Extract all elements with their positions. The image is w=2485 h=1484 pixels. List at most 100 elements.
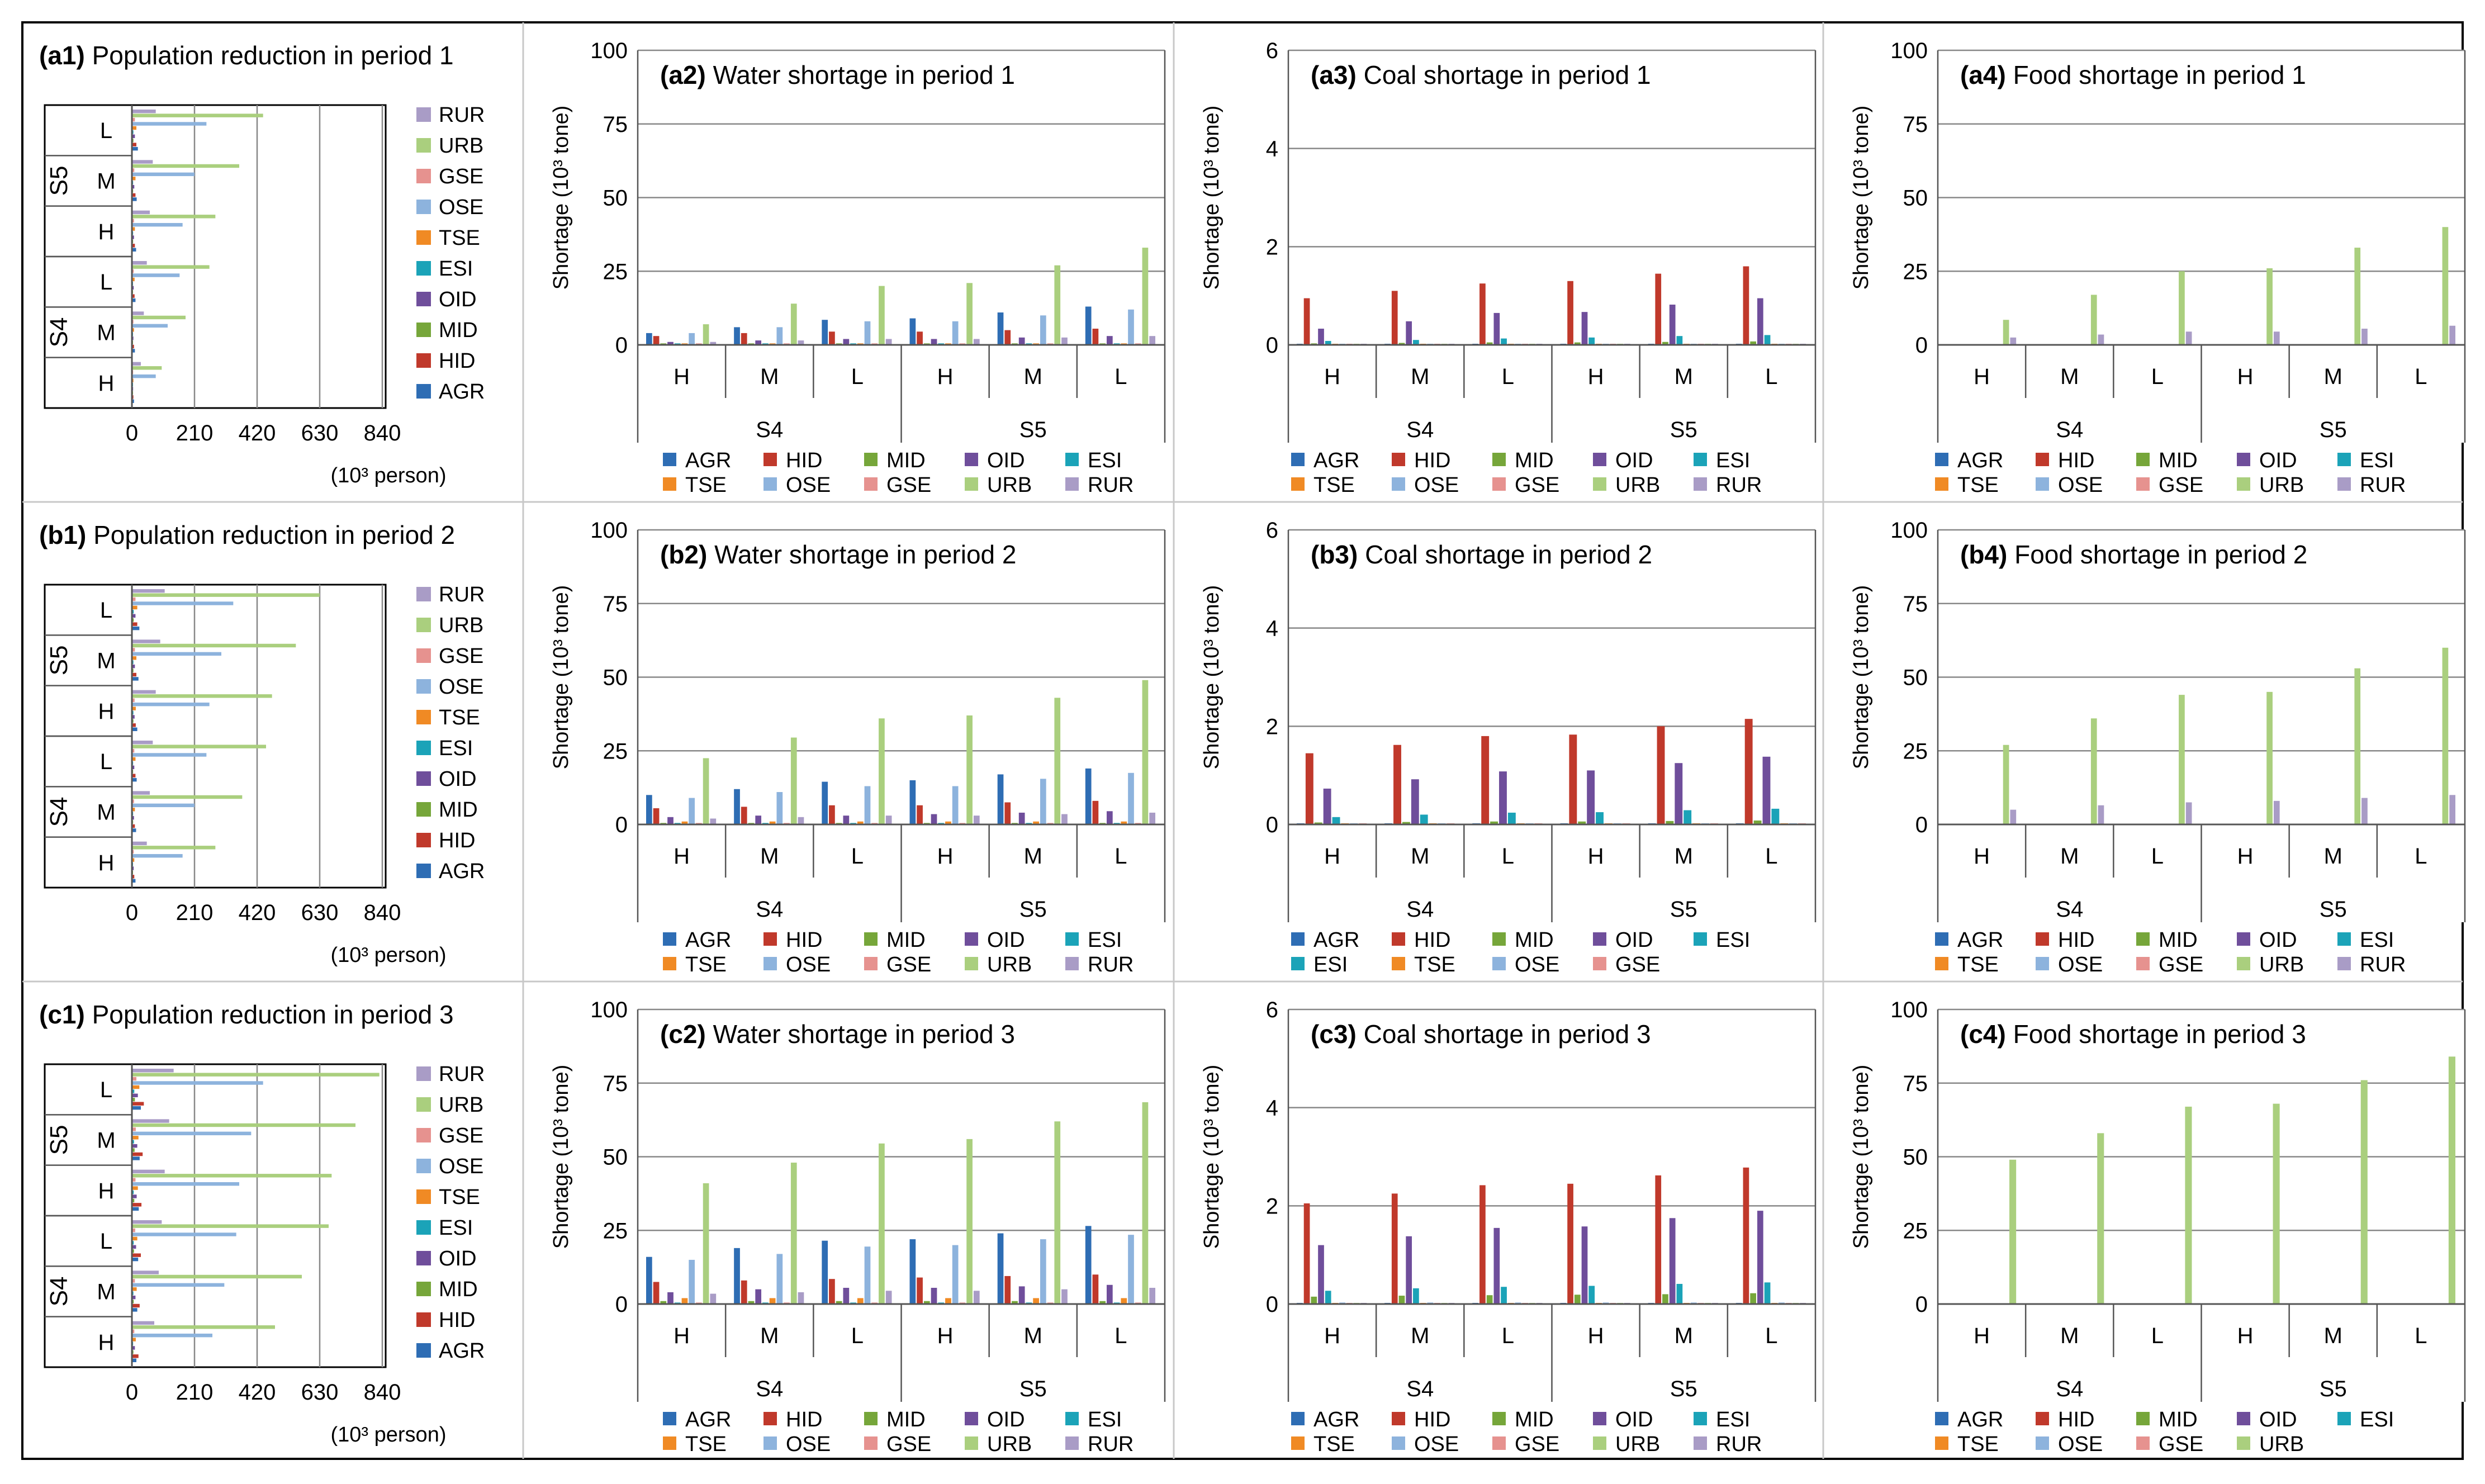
- bar-rur: [132, 690, 156, 694]
- legend-label: HID: [786, 1408, 822, 1431]
- scenario-label: S4: [1406, 1377, 1434, 1401]
- bar-oid: [132, 235, 134, 239]
- legend-label: AGR: [439, 860, 485, 883]
- legend-swatch-tse: [1935, 1436, 1948, 1450]
- level-label: L: [100, 750, 112, 774]
- y-axis-label: Shortage (10³ tone): [549, 106, 573, 290]
- bar-tse: [132, 656, 136, 660]
- bar-esi: [1325, 340, 1331, 345]
- bar-urb: [132, 1274, 302, 1279]
- panel-title-text: Coal shortage in period 3: [1357, 1020, 1651, 1049]
- level-label: H: [98, 1330, 115, 1355]
- bar-agr: [822, 1240, 828, 1304]
- panel-prefix: (b2): [660, 540, 707, 569]
- legend-swatch-agr: [416, 384, 431, 399]
- legend-swatch-oid: [965, 453, 978, 466]
- level-label: H: [98, 851, 115, 875]
- bar-hid: [132, 294, 135, 298]
- population-chart-a1: (a1) Population reduction in period 1 0 21…: [39, 41, 485, 487]
- y-tick-label: 2: [1266, 1194, 1278, 1219]
- bar-mid: [1578, 821, 1586, 824]
- bar-tse: [132, 1186, 138, 1190]
- level-label: H: [937, 844, 954, 869]
- bar-agr: [132, 1358, 136, 1362]
- y-axis-label: Shortage (10³ tone): [1849, 106, 1873, 290]
- y-tick-label: 75: [1903, 112, 1928, 137]
- legend-label: HID: [2058, 1408, 2094, 1431]
- legend-label: TSE: [1313, 473, 1355, 497]
- legend-label: URB: [1615, 1433, 1660, 1456]
- bar-rur: [132, 1069, 174, 1073]
- y-tick-label: 0: [1266, 813, 1278, 837]
- legend-label: OSE: [439, 196, 483, 219]
- level-label: L: [2151, 1324, 2164, 1348]
- bar-ose: [132, 803, 195, 808]
- bar-ose: [132, 601, 234, 605]
- bar-hid: [132, 1102, 144, 1106]
- level-label: M: [760, 1324, 779, 1348]
- bar-agr: [1085, 768, 1092, 824]
- legend-swatch-tse: [663, 477, 676, 491]
- bar-oid: [1318, 1245, 1324, 1304]
- level-label: L: [2151, 364, 2164, 389]
- bar-urb: [2179, 695, 2185, 824]
- bar-agr: [909, 780, 916, 824]
- level-label: H: [1588, 844, 1604, 869]
- scenario-label: S4: [2056, 897, 2083, 922]
- panel-title-text: Food shortage in period 1: [2006, 60, 2306, 89]
- bar-rur: [132, 1119, 169, 1123]
- x-tick-label: 630: [301, 421, 339, 445]
- chart-title: (c4) Food shortage in period 3: [1960, 1020, 2306, 1049]
- bar-tse: [132, 1085, 140, 1089]
- legend-swatch-oid: [1593, 453, 1606, 466]
- chart-title: (b2) Water shortage in period 2: [660, 540, 1016, 569]
- legend-swatch-esi: [416, 741, 431, 755]
- legend-swatch-gse: [2136, 957, 2150, 970]
- bar-rur: [973, 816, 980, 824]
- bar-rur: [132, 639, 160, 643]
- y-tick-label: 75: [603, 592, 628, 617]
- chart-title: (b4) Food shortage in period 2: [1960, 540, 2307, 569]
- scenario-label: S5: [45, 646, 73, 676]
- legend-label: AGR: [1313, 449, 1359, 472]
- bar-rur: [132, 589, 165, 593]
- scenario-label: S5: [1019, 897, 1047, 922]
- legend-swatch-gse: [864, 957, 878, 970]
- y-tick-label: 0: [1266, 1292, 1278, 1317]
- level-label: M: [97, 169, 115, 194]
- legend-swatch-ose: [763, 477, 777, 491]
- legend-swatch-tse: [663, 1436, 676, 1450]
- y-tick-label: 25: [1903, 739, 1928, 764]
- bar-hid: [1092, 329, 1099, 345]
- legend-swatch-urb: [416, 1097, 431, 1112]
- bar-esi: [1501, 338, 1507, 345]
- bar-oid: [1499, 771, 1507, 824]
- bar-urb: [703, 324, 709, 345]
- bar-oid: [132, 1245, 136, 1249]
- legend-label: HID: [786, 928, 822, 952]
- legend-swatch-ose: [1392, 1436, 1405, 1450]
- bar-esi: [1420, 814, 1428, 824]
- panel-prefix: (b1): [39, 520, 86, 549]
- level-label: H: [1588, 364, 1604, 389]
- bar-oid: [132, 1194, 137, 1198]
- bar-oid: [132, 1295, 136, 1300]
- bar-rur: [132, 1321, 154, 1325]
- legend-label: OID: [1615, 1408, 1653, 1431]
- scenario-label: S4: [2056, 418, 2083, 442]
- legend-label: OID: [2259, 449, 2297, 472]
- bar-urb: [790, 737, 797, 824]
- legend-label: AGR: [685, 449, 731, 472]
- level-label: L: [100, 118, 112, 143]
- x-tick-label: 630: [301, 1380, 339, 1405]
- legend-label: MID: [1515, 928, 1554, 952]
- bar-mid: [132, 1249, 134, 1253]
- level-label: H: [1974, 844, 1990, 869]
- legend-swatch-agr: [1291, 453, 1305, 466]
- bar-esi: [1764, 335, 1771, 345]
- scenario-label: S5: [1019, 418, 1047, 442]
- legend-label: URB: [2259, 473, 2304, 497]
- bar-gse: [132, 850, 134, 854]
- bar-oid: [755, 1289, 762, 1304]
- level-label: L: [1502, 844, 1514, 869]
